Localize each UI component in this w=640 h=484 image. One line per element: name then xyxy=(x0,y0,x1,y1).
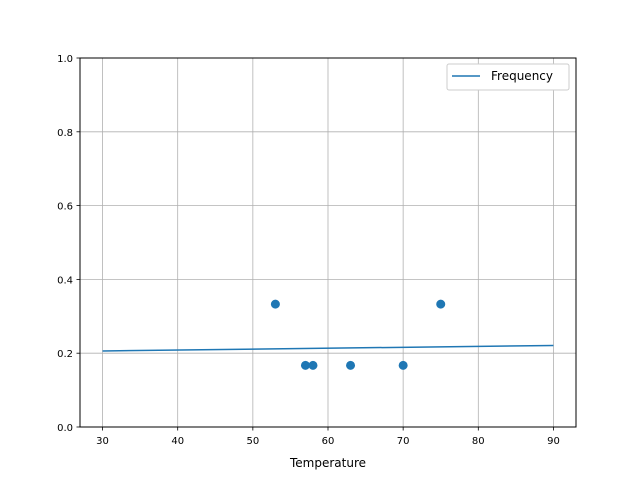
marks xyxy=(102,299,554,370)
scatter-point xyxy=(308,360,318,370)
x-axis-label: Temperature xyxy=(289,456,366,470)
y-tick-label: 0.4 xyxy=(57,275,73,286)
y-tick-label: 1.0 xyxy=(57,54,73,65)
legend: Frequency xyxy=(446,63,570,91)
y-tick-label: 0.6 xyxy=(57,202,73,213)
scatter-point xyxy=(398,360,408,370)
scatter-point xyxy=(436,299,446,309)
ticks: 30 40 50 60 70 80 90 0.0 0.2 0.4 0.6 0.8 1.0 xyxy=(57,54,560,447)
x-tick-label: 80 xyxy=(472,436,485,447)
y-tick-label: 0.8 xyxy=(57,128,73,139)
legend-label: Frequency xyxy=(491,69,553,83)
x-tick-label: 30 xyxy=(96,436,109,447)
scatter-point xyxy=(270,299,280,309)
legend-box xyxy=(446,63,570,91)
frequency-line xyxy=(102,344,554,352)
x-tick-label: 60 xyxy=(322,436,335,447)
scatter-point xyxy=(346,360,356,370)
y-tick-label: 0.2 xyxy=(57,349,73,360)
x-tick-label: 90 xyxy=(547,436,560,447)
x-tick-label: 40 xyxy=(171,436,184,447)
scatter-point xyxy=(300,360,310,370)
x-tick-label: 50 xyxy=(246,436,259,447)
y-tick-label: 0.0 xyxy=(57,423,73,434)
x-tick-label: 70 xyxy=(397,436,410,447)
